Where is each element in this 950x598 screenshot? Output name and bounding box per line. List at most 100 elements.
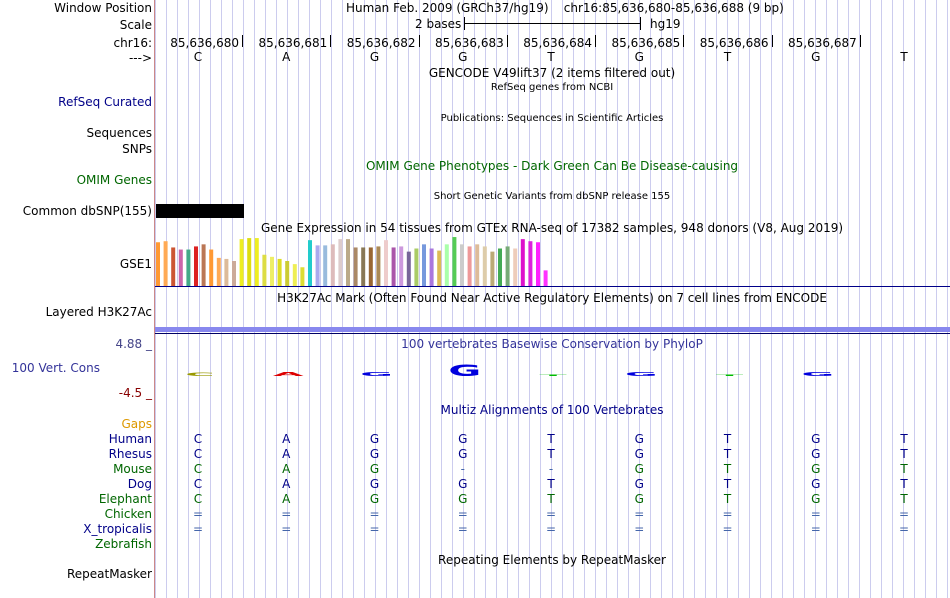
- gtex-tissue-bar[interactable]: [422, 244, 426, 286]
- gtex-track-title[interactable]: Gene Expression in 54 tissues from GTEx …: [260, 221, 844, 235]
- gtex-tissue-bar[interactable]: [323, 245, 328, 286]
- gtex-tissue-bar[interactable]: [353, 247, 358, 286]
- species-label[interactable]: Dog: [127, 477, 152, 491]
- alignment-base: G: [458, 447, 468, 461]
- gtex-tissue-bar[interactable]: [513, 248, 518, 287]
- species-label[interactable]: Chicken: [104, 507, 152, 521]
- alignment-base: A: [282, 462, 291, 476]
- gaps-label[interactable]: Gaps: [121, 417, 152, 431]
- h3k27ac-track-label[interactable]: Layered H3K27Ac: [45, 305, 152, 319]
- gtex-tissue-bar[interactable]: [209, 249, 214, 286]
- omim-track-label[interactable]: OMIM Genes: [76, 173, 152, 187]
- repeatmasker-track-label[interactable]: RepeatMasker: [66, 567, 152, 581]
- gtex-tissue-bar[interactable]: [186, 249, 191, 286]
- gtex-tissue-bar[interactable]: [330, 244, 335, 286]
- gtex-tissue-bar[interactable]: [254, 238, 259, 286]
- gtex-tissue-bar[interactable]: [467, 246, 472, 286]
- gtex-tissue-bar[interactable]: [270, 256, 274, 286]
- gtex-tissue-bar[interactable]: [163, 241, 168, 286]
- gtex-tissue-bar[interactable]: [490, 251, 495, 286]
- repeatmasker-track-title[interactable]: Repeating Elements by RepeatMasker: [438, 553, 666, 567]
- gtex-tissue-bar[interactable]: [346, 239, 350, 286]
- gtex-tissue-bar[interactable]: [300, 267, 305, 286]
- species-label[interactable]: Human: [108, 432, 152, 446]
- dbsnp-track-label[interactable]: Common dbSNP(155): [22, 204, 152, 218]
- conservation-max-value: 4.88 _: [115, 337, 152, 351]
- gtex-tissue-bar[interactable]: [520, 239, 525, 286]
- conservation-track-title[interactable]: 100 vertebrates Basewise Conservation by…: [401, 337, 703, 351]
- gtex-tissue-bar[interactable]: [384, 240, 388, 286]
- gtex-tissue-bar[interactable]: [543, 270, 548, 286]
- grid-line: [782, 0, 783, 598]
- gtex-tissue-bar[interactable]: [460, 244, 464, 286]
- gtex-tissue-bar[interactable]: [536, 242, 540, 286]
- scale-assembly: hg19: [650, 17, 681, 31]
- gtex-tissue-bar[interactable]: [315, 245, 320, 286]
- gtex-tissue-bar[interactable]: [308, 240, 312, 286]
- sequences-track-label[interactable]: Sequences: [86, 126, 152, 140]
- gtex-tissue-bar[interactable]: [285, 261, 290, 286]
- omim-track-title[interactable]: OMIM Gene Phenotypes - Dark Green Can Be…: [365, 159, 739, 173]
- gencode-track-title[interactable]: GENCODE V49lift37 (2 items filtered out): [428, 66, 676, 80]
- multiz-track-title[interactable]: Multiz Alignments of 100 Vertebrates: [440, 403, 664, 417]
- gtex-tissue-bar[interactable]: [201, 244, 206, 286]
- gse1-track-label[interactable]: GSE1: [119, 257, 152, 271]
- grid-line: [430, 0, 431, 598]
- gtex-tissue-bar[interactable]: [368, 247, 373, 286]
- gtex-tissue-bar[interactable]: [429, 248, 434, 287]
- grid-line: [815, 0, 816, 598]
- sequence-base: G: [458, 50, 468, 64]
- gtex-tissue-bar[interactable]: [475, 244, 480, 286]
- refseq-track-label[interactable]: RefSeq Curated: [58, 95, 152, 109]
- gtex-tissue-bar[interactable]: [406, 251, 411, 286]
- gtex-tissue-bar[interactable]: [178, 249, 183, 286]
- conservation-track-label[interactable]: 100 Vert. Cons: [11, 361, 100, 375]
- gtex-tissue-bar[interactable]: [247, 238, 252, 286]
- h3k27ac-track-title[interactable]: H3K27Ac Mark (Often Found Near Active Re…: [277, 291, 827, 305]
- species-label[interactable]: Zebrafish: [95, 537, 152, 551]
- grid-line: [661, 0, 662, 598]
- gtex-tissue-bar[interactable]: [277, 258, 282, 286]
- gtex-tissue-bar[interactable]: [437, 250, 442, 286]
- gtex-tissue-bar[interactable]: [399, 246, 404, 286]
- species-label[interactable]: Mouse: [113, 462, 152, 476]
- gtex-tissue-bar[interactable]: [262, 254, 267, 286]
- conservation-letter: G: [801, 371, 834, 378]
- gtex-tissue-bar[interactable]: [452, 237, 457, 286]
- gtex-tissue-bar[interactable]: [239, 239, 244, 286]
- dbsnp-feature[interactable]: [156, 204, 244, 218]
- gtex-tissue-bar[interactable]: [156, 242, 160, 286]
- gtex-tissue-bar[interactable]: [338, 239, 343, 286]
- gtex-tissue-bar[interactable]: [505, 246, 510, 286]
- alignment-base: G: [634, 432, 644, 446]
- species-label[interactable]: X_tropicalis: [83, 522, 152, 536]
- alignment-base: G: [811, 432, 821, 446]
- species-label[interactable]: Rhesus: [108, 447, 152, 461]
- gtex-tissue-bar[interactable]: [361, 247, 366, 286]
- gtex-tissue-bar[interactable]: [216, 257, 221, 286]
- sequence-base: G: [811, 50, 821, 64]
- gtex-tissue-bar[interactable]: [232, 261, 236, 286]
- gtex-tissue-bar[interactable]: [391, 247, 396, 286]
- grid-line: [177, 0, 178, 598]
- gtex-tissue-bar[interactable]: [482, 246, 487, 286]
- gtex-tissue-bar[interactable]: [528, 241, 533, 286]
- snps-track-label[interactable]: SNPs: [122, 142, 152, 156]
- position-tick: [683, 35, 685, 47]
- species-label[interactable]: Elephant: [98, 492, 152, 506]
- gtex-bar-chart[interactable]: [155, 236, 555, 288]
- gtex-tissue-bar[interactable]: [194, 246, 198, 286]
- gtex-tissue-bar[interactable]: [224, 258, 229, 286]
- grid-line: [936, 0, 937, 598]
- gtex-tissue-bar[interactable]: [171, 247, 176, 286]
- gtex-tissue-bar[interactable]: [292, 264, 297, 286]
- alignment-base: G: [458, 477, 468, 491]
- gtex-tissue-bar[interactable]: [444, 244, 449, 286]
- position-label: 85,636,686: [699, 36, 769, 50]
- gtex-tissue-bar[interactable]: [414, 248, 419, 287]
- gtex-tissue-bar[interactable]: [376, 246, 381, 286]
- alignment-base: =: [634, 507, 645, 521]
- grid-line: [540, 0, 541, 598]
- gtex-tissue-bar[interactable]: [498, 248, 502, 287]
